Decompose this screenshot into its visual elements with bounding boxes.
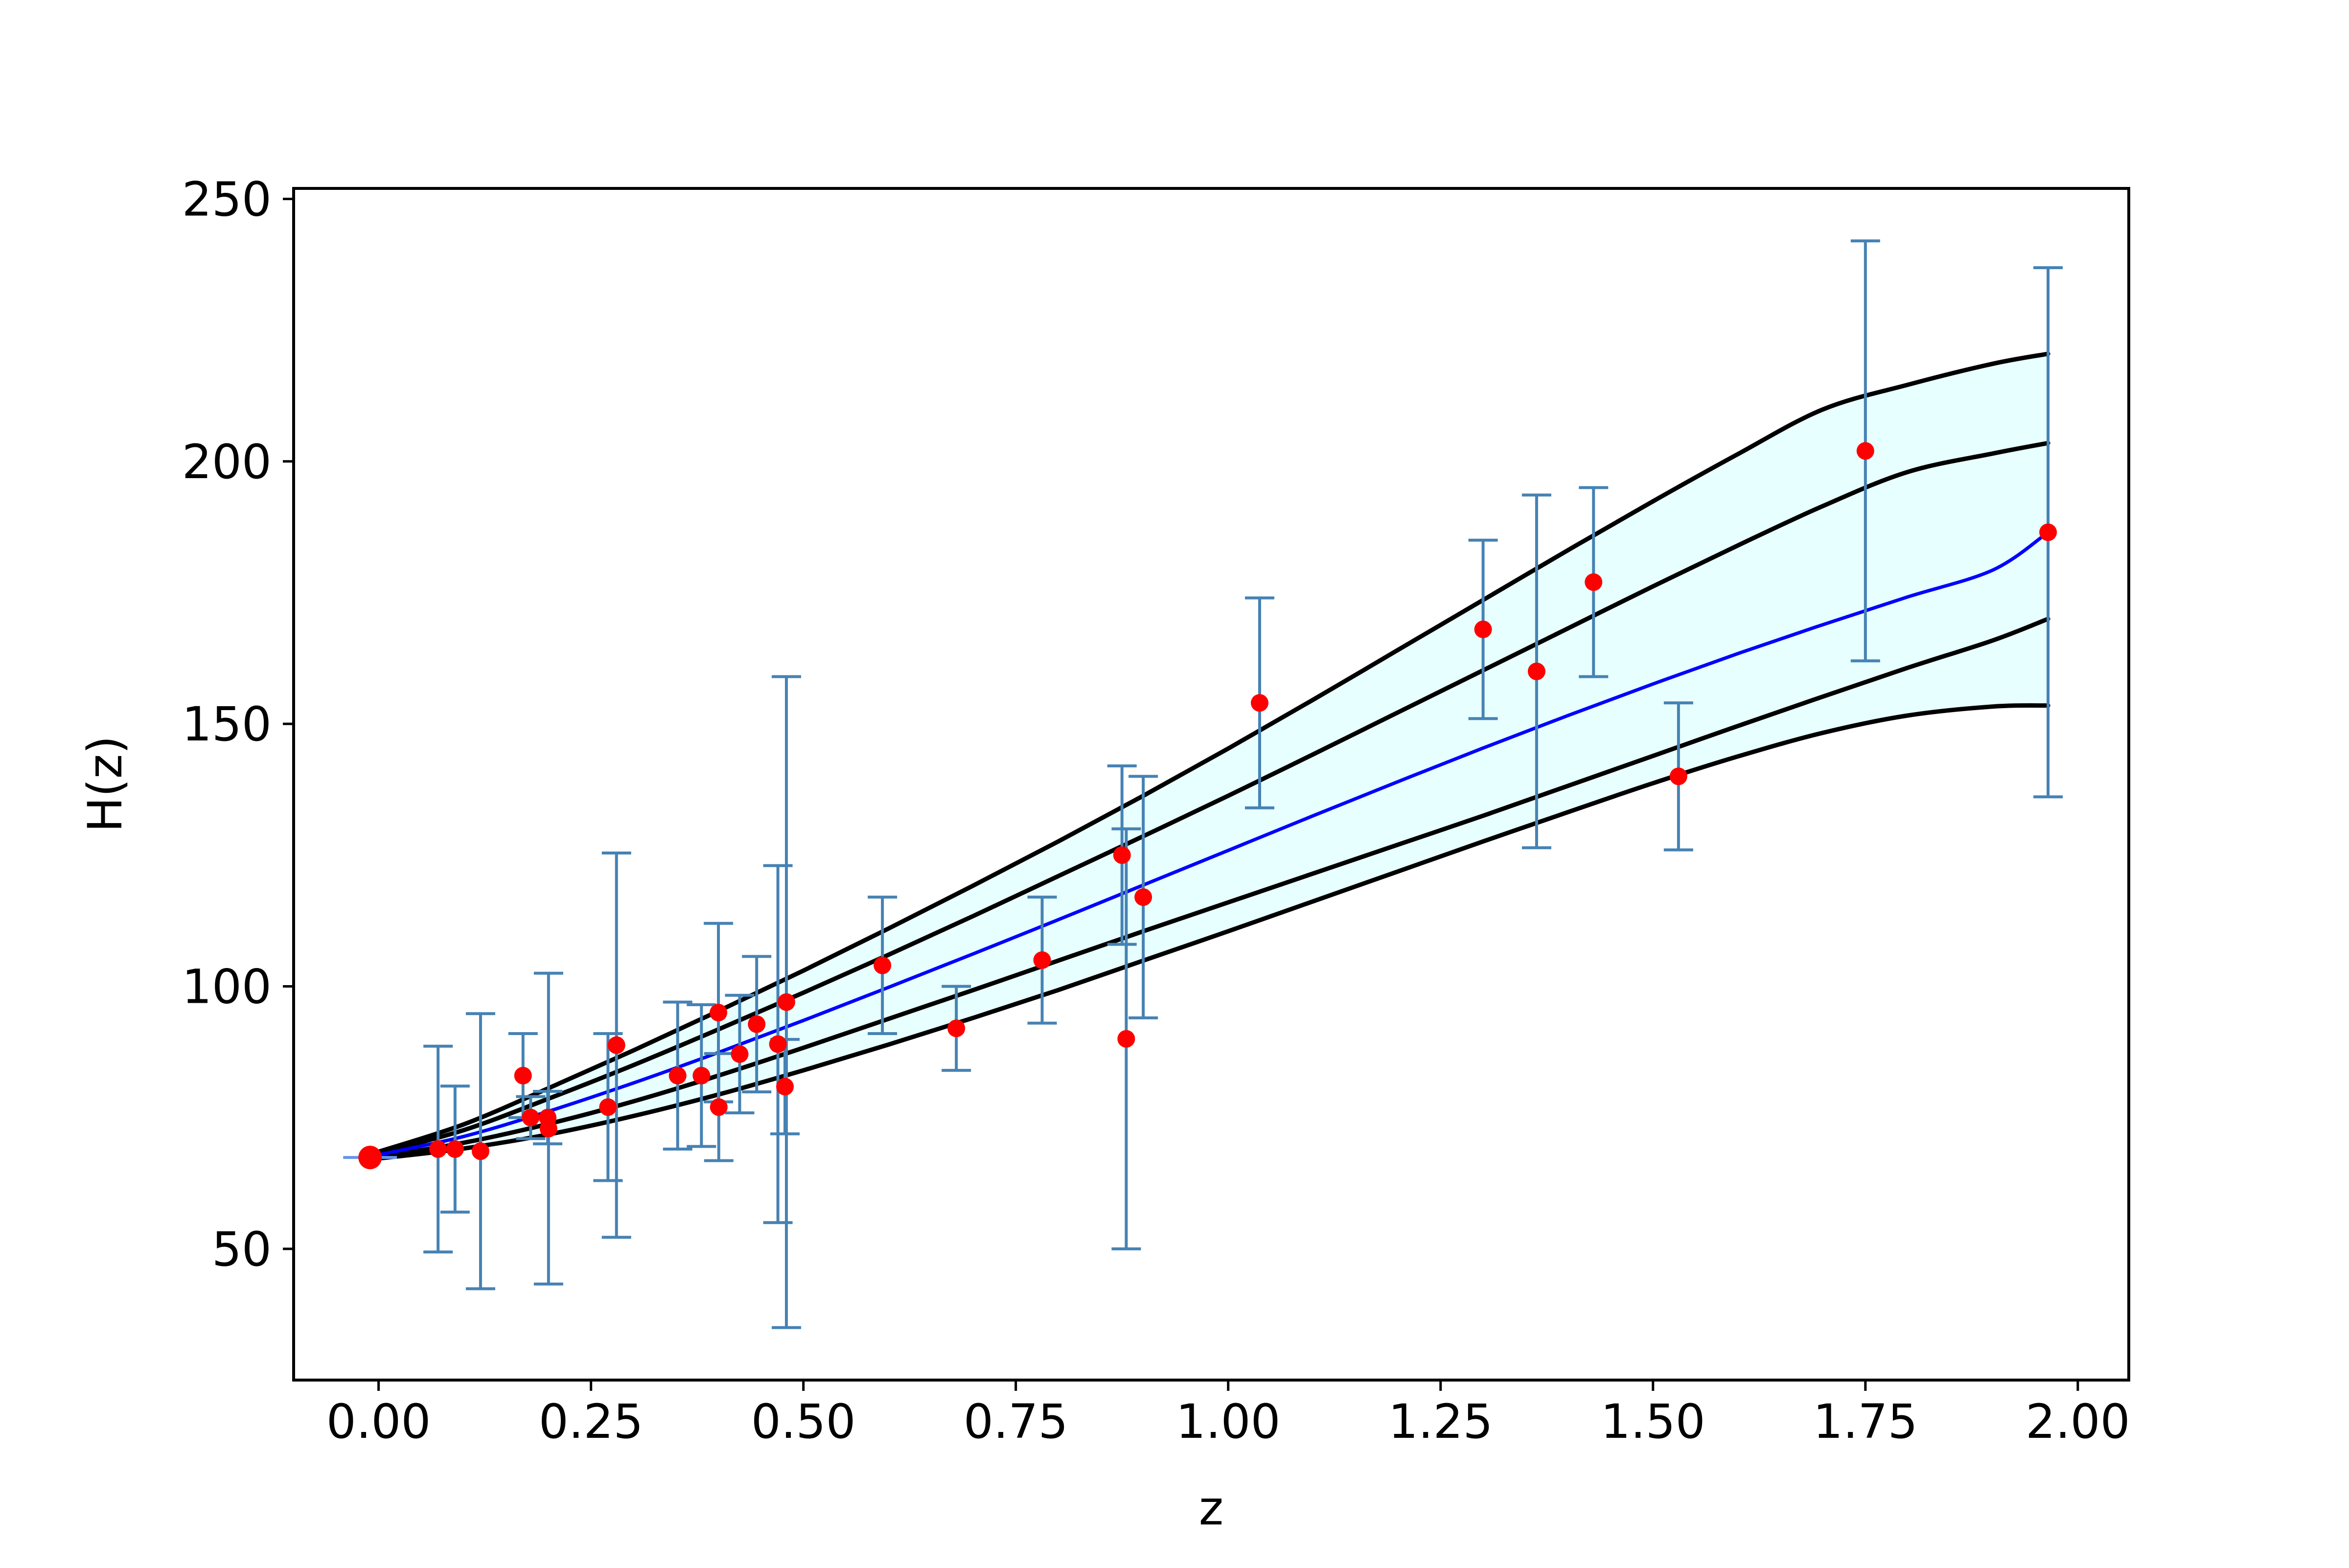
- data-point: [748, 1015, 766, 1033]
- data-point: [429, 1140, 447, 1158]
- y-tick-label: 200: [182, 435, 272, 489]
- y-tick-label: 250: [182, 172, 272, 227]
- data-point: [471, 1142, 489, 1160]
- lower-2sigma-curve: [376, 703, 2050, 1161]
- y-tick-label: 50: [212, 1222, 272, 1277]
- x-axis-label: z: [1199, 1481, 1223, 1536]
- data-points: [358, 442, 2057, 1170]
- x-tick-label: 0.25: [539, 1394, 644, 1449]
- x-tick-label: 1.25: [1388, 1394, 1493, 1449]
- y-tick-label: 150: [182, 697, 272, 752]
- data-point: [599, 1098, 617, 1116]
- data-point: [1117, 1030, 1135, 1048]
- data-point: [710, 1098, 728, 1116]
- x-tick-label: 1.75: [1813, 1394, 1918, 1449]
- h0-data-point: [358, 1146, 382, 1170]
- data-point: [522, 1108, 540, 1127]
- mean-curve: [378, 530, 2050, 1157]
- x-tick-label: 2.00: [2026, 1394, 2130, 1449]
- y-axis-ticks: 50 100 150 200 250: [182, 172, 294, 1277]
- data-point: [731, 1045, 749, 1063]
- data-point: [776, 1078, 794, 1096]
- data-point: [1250, 694, 1268, 712]
- plot-area-frame: [292, 187, 2130, 1382]
- data-point: [2039, 523, 2057, 541]
- x-tick-label: 0.75: [964, 1394, 1068, 1449]
- data-point: [1585, 573, 1603, 591]
- data-point: [1113, 846, 1131, 864]
- data-point: [1474, 621, 1492, 639]
- data-point: [539, 1120, 557, 1138]
- band-fill-area: [378, 353, 2049, 1159]
- data-point: [1527, 662, 1545, 680]
- data-point: [1134, 888, 1152, 906]
- reconstruction-curves: [376, 351, 2050, 1161]
- data-point: [1033, 951, 1051, 969]
- lower-1sigma-curve: [376, 617, 2050, 1159]
- data-point: [1669, 767, 1687, 785]
- y-axis-label: H(z): [78, 736, 133, 832]
- data-point: [446, 1140, 464, 1158]
- data-point: [607, 1036, 625, 1054]
- confidence-band: [378, 353, 2049, 1159]
- x-tick-label: 0.00: [326, 1394, 431, 1449]
- data-point: [947, 1019, 966, 1038]
- data-point: [874, 956, 892, 974]
- x-axis-ticks: 0.00 0.25 0.50 0.75 1.00 1.25 1.50 1.75 2.00: [326, 1380, 2130, 1449]
- x-tick-label: 0.50: [751, 1394, 856, 1449]
- data-point: [710, 1004, 728, 1022]
- data-point: [1856, 442, 1874, 460]
- data-point: [668, 1066, 687, 1084]
- data-point: [692, 1066, 711, 1084]
- upper-2sigma-curve: [376, 351, 2050, 1154]
- data-point: [777, 993, 795, 1011]
- upper-1sigma-curve: [376, 440, 2050, 1156]
- x-tick-label: 1.00: [1176, 1394, 1281, 1449]
- y-tick-label: 100: [182, 959, 272, 1014]
- data-point: [514, 1066, 532, 1084]
- x-tick-label: 1.50: [1601, 1394, 1705, 1449]
- data-point: [769, 1035, 787, 1053]
